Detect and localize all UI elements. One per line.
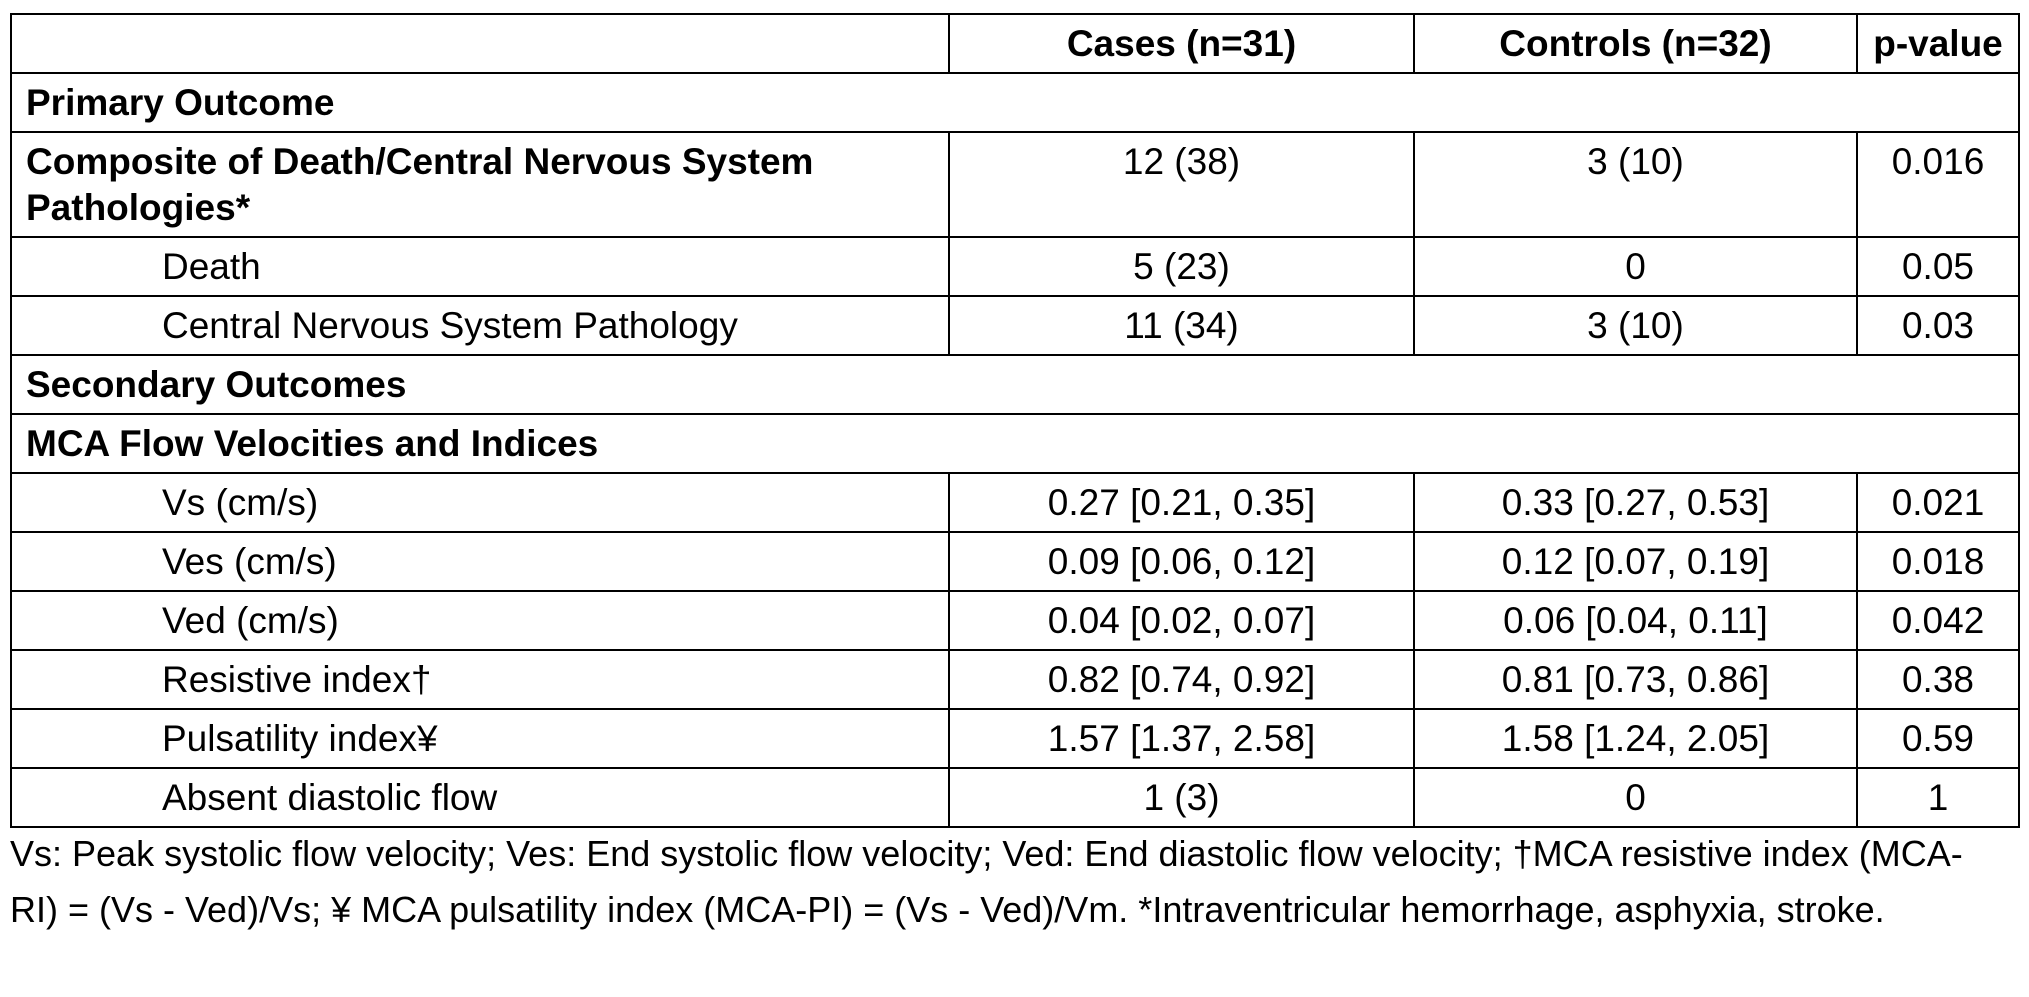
table-row: Resistive index† 0.82 [0.74, 0.92] 0.81 … (10, 649, 2020, 710)
header-blank-cell (10, 13, 950, 74)
section-primary-outcome: Primary Outcome (10, 72, 2020, 133)
row-label: Death (10, 236, 950, 297)
table-row-composite: Composite of Death/Central Nervous Syste… (10, 131, 2020, 238)
row-pvalue: 0.021 (1856, 472, 2020, 533)
row-label: Central Nervous System Pathology (10, 295, 950, 356)
header-cases: Cases (n=31) (948, 13, 1415, 74)
row-controls: 0 (1413, 236, 1858, 297)
row-cases: 1.57 [1.37, 2.58] (948, 708, 1415, 769)
row-pvalue: 0.59 (1856, 708, 2020, 769)
row-cases: 0.09 [0.06, 0.12] (948, 531, 1415, 592)
row-cases: 0.27 [0.21, 0.35] (948, 472, 1415, 533)
row-cases: 1 (3) (948, 767, 1415, 828)
section-row-mca: MCA Flow Velocities and Indices (10, 413, 2020, 474)
row-cases: 0.82 [0.74, 0.92] (948, 649, 1415, 710)
row-label: Vs (cm/s) (10, 472, 950, 533)
section-row-secondary: Secondary Outcomes (10, 354, 2020, 415)
composite-label: Composite of Death/Central Nervous Syste… (10, 131, 950, 238)
row-pvalue: 1 (1856, 767, 2020, 828)
table-row: Pulsatility index¥ 1.57 [1.37, 2.58] 1.5… (10, 708, 2020, 769)
row-pvalue: 0.018 (1856, 531, 2020, 592)
composite-cases: 12 (38) (948, 131, 1415, 238)
row-pvalue: 0.05 (1856, 236, 2020, 297)
table-header-row: Cases (n=31) Controls (n=32) p-value (10, 13, 2020, 74)
row-controls: 0.06 [0.04, 0.11] (1413, 590, 1858, 651)
row-pvalue: 0.03 (1856, 295, 2020, 356)
row-controls: 0.12 [0.07, 0.19] (1413, 531, 1858, 592)
table-row: Death 5 (23) 0 0.05 (10, 236, 2020, 297)
table-row: Central Nervous System Pathology 11 (34)… (10, 295, 2020, 356)
composite-controls: 3 (10) (1413, 131, 1858, 238)
outcomes-table: Cases (n=31) Controls (n=32) p-value Pri… (10, 13, 2020, 828)
row-cases: 0.04 [0.02, 0.07] (948, 590, 1415, 651)
row-controls: 0 (1413, 767, 1858, 828)
row-pvalue: 0.042 (1856, 590, 2020, 651)
section-mca-flow: MCA Flow Velocities and Indices (10, 413, 2020, 474)
row-label: Resistive index† (10, 649, 950, 710)
table-row: Ved (cm/s) 0.04 [0.02, 0.07] 0.06 [0.04,… (10, 590, 2020, 651)
row-label: Pulsatility index¥ (10, 708, 950, 769)
row-pvalue: 0.38 (1856, 649, 2020, 710)
row-label: Absent diastolic flow (10, 767, 950, 828)
composite-pvalue: 0.016 (1856, 131, 2020, 238)
table-footnote: Vs: Peak systolic flow velocity; Ves: En… (10, 833, 1963, 930)
row-cases: 11 (34) (948, 295, 1415, 356)
row-controls: 3 (10) (1413, 295, 1858, 356)
row-label: Ves (cm/s) (10, 531, 950, 592)
table-row: Vs (cm/s) 0.27 [0.21, 0.35] 0.33 [0.27, … (10, 472, 2020, 533)
row-controls: 0.33 [0.27, 0.53] (1413, 472, 1858, 533)
header-pvalue: p-value (1856, 13, 2020, 74)
row-label: Ved (cm/s) (10, 590, 950, 651)
table-row: Absent diastolic flow 1 (3) 0 1 (10, 767, 2020, 828)
section-row-primary: Primary Outcome (10, 72, 2020, 133)
row-cases: 5 (23) (948, 236, 1415, 297)
header-controls: Controls (n=32) (1413, 13, 1858, 74)
row-controls: 0.81 [0.73, 0.86] (1413, 649, 1858, 710)
row-controls: 1.58 [1.24, 2.05] (1413, 708, 1858, 769)
section-secondary-outcomes: Secondary Outcomes (10, 354, 2020, 415)
table-row: Ves (cm/s) 0.09 [0.06, 0.12] 0.12 [0.07,… (10, 531, 2020, 592)
